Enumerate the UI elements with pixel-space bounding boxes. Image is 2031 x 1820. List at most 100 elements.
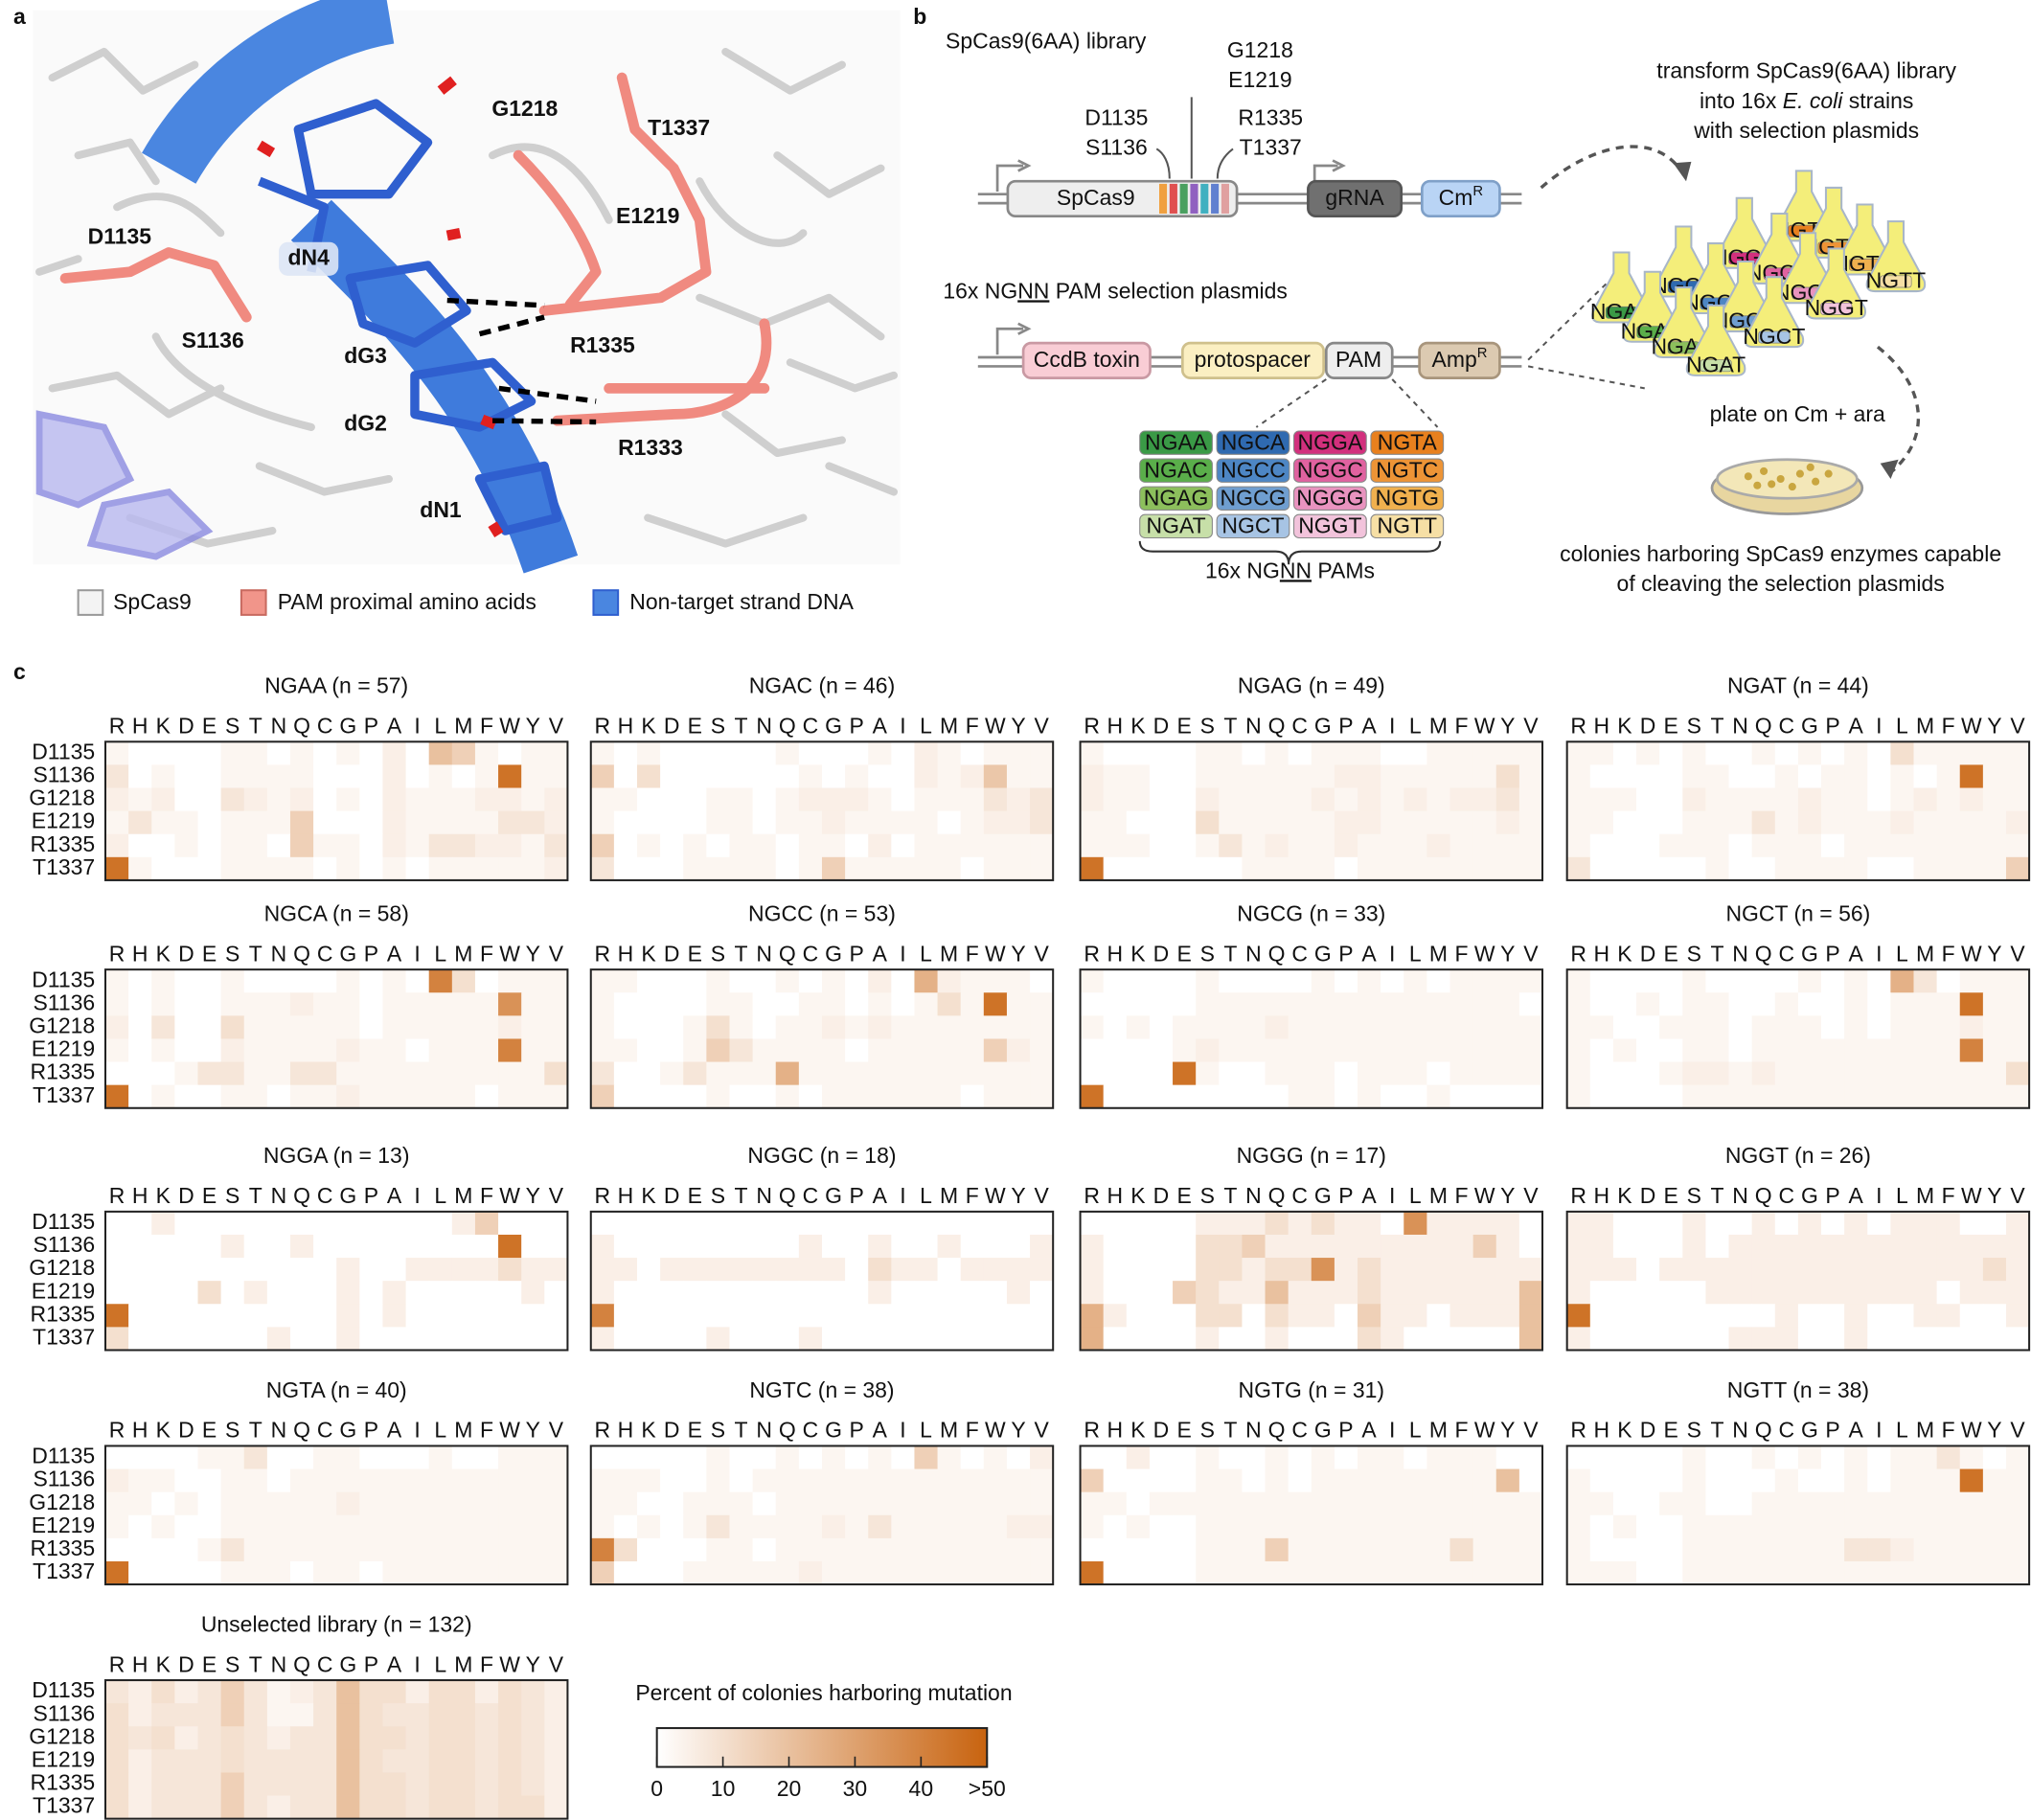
heatmap-cell	[1751, 833, 1776, 858]
heatmap-cell	[937, 764, 962, 788]
plasmids-title-part: PAM selection plasmids	[1049, 278, 1288, 303]
heatmap-cell	[1334, 741, 1358, 765]
heatmap-cell	[1913, 1304, 1938, 1328]
heatmap-cell	[891, 992, 915, 1016]
flask-tag-label: NGAT	[1686, 352, 1746, 376]
column-label: R	[1570, 941, 1586, 966]
heatmap-cell	[845, 1281, 869, 1305]
heatmap-cell	[105, 1703, 129, 1727]
heatmap-cell	[220, 1084, 245, 1109]
heatmap-cell	[1566, 787, 1591, 812]
heatmap-cell	[683, 856, 707, 881]
heatmap-cell	[1472, 764, 1497, 788]
heatmap-cell	[105, 741, 129, 765]
heatmap-cell	[289, 787, 314, 812]
column-label: W	[499, 714, 520, 739]
heatmap-cell	[405, 764, 430, 788]
heatmap-cell	[151, 1327, 175, 1351]
heatmap-cell	[660, 1061, 684, 1086]
column-label: M	[454, 714, 472, 739]
heatmap-cell	[197, 1680, 222, 1704]
heatmap-cell	[1728, 1537, 1753, 1562]
heatmap-cell	[1774, 969, 1799, 993]
heatmap-cell	[983, 969, 1008, 993]
heatmap-cell	[683, 1015, 707, 1039]
heatmap-cell	[637, 969, 661, 993]
heatmap-cell	[428, 764, 453, 788]
column-label: C	[317, 941, 333, 966]
heatmap-cell	[1449, 969, 1474, 993]
plate-text: plate on Cm + ara	[1710, 401, 1885, 426]
heatmap-cell	[1334, 1468, 1358, 1493]
heatmap-cell	[1797, 969, 1822, 993]
heatmap-cell	[382, 1038, 406, 1062]
heatmap-cell	[1288, 1537, 1312, 1562]
heatmap-cell	[1288, 1560, 1312, 1585]
heatmap-cell	[1751, 1560, 1776, 1585]
heatmap-cell	[1705, 1281, 1729, 1305]
heatmap-cell	[359, 1038, 383, 1062]
heatmap-cell	[1844, 810, 1868, 835]
heatmap-cell	[590, 1560, 615, 1585]
heatmap-cell	[151, 1258, 175, 1282]
heatmap-cell	[243, 1084, 268, 1109]
transform-text-part: with selection plasmids	[1693, 118, 1919, 143]
row-label: S1136	[33, 1700, 95, 1725]
row-label: D1135	[32, 1677, 95, 1702]
heatmap-cell	[960, 992, 985, 1016]
heatmap-cell	[1103, 1234, 1128, 1259]
heatmap-cell	[1612, 1084, 1637, 1109]
heatmap-cell	[521, 1061, 545, 1086]
heatmap-cell	[1890, 856, 1914, 881]
column-label: N	[1245, 714, 1262, 739]
column-label: S	[1200, 1183, 1215, 1208]
heatmap-cell	[1659, 969, 1683, 993]
heatmap-cell	[1426, 1084, 1450, 1109]
heatmap-cell	[1080, 1304, 1105, 1328]
heatmap-cell	[1219, 1560, 1243, 1585]
heatmap-cell	[1913, 1514, 1938, 1539]
heatmap-cell	[289, 1327, 314, 1351]
column-label: N	[756, 1418, 772, 1443]
heatmap-cell	[914, 992, 938, 1016]
transform-text: transform SpCas9(6AA) library	[1656, 58, 1956, 83]
heatmap-cell	[752, 1514, 777, 1539]
heatmap-cell	[1589, 1258, 1614, 1282]
heatmap-cell	[1636, 969, 1660, 993]
column-label: E	[688, 1183, 702, 1208]
heatmap-cell	[313, 1680, 337, 1704]
row-label: E1219	[32, 1746, 95, 1771]
heatmap-cell	[1728, 1258, 1753, 1282]
heatmap-cell	[1030, 1560, 1054, 1585]
heatmap-cell	[1959, 1445, 1984, 1469]
heatmap-cell	[1797, 1061, 1822, 1086]
column-label: N	[271, 941, 287, 966]
heatmap-cell	[105, 787, 129, 812]
column-label: L	[1409, 1183, 1422, 1208]
heatmap-cell	[359, 787, 383, 812]
heatmap-cell	[1728, 1015, 1753, 1039]
heatmap-cell	[1149, 787, 1174, 812]
heatmap-cell	[1449, 1560, 1474, 1585]
heatmap-cell	[683, 810, 707, 835]
heatmap-cell	[1636, 1327, 1660, 1351]
heatmap-cell	[544, 741, 568, 765]
heatmap-cell	[2005, 1445, 2030, 1469]
heatmap-cell	[706, 1211, 730, 1236]
heatmap-cell	[220, 833, 245, 858]
heatmap-cell	[1219, 764, 1243, 788]
heatmap-cell	[220, 764, 245, 788]
heatmap-cell	[105, 1258, 129, 1282]
heatmap-cell	[845, 1514, 869, 1539]
column-label: M	[940, 1183, 958, 1208]
heatmap-cell	[1612, 1327, 1637, 1351]
heatmap-cell	[428, 856, 453, 881]
heatmap-cell	[1821, 992, 1845, 1016]
heatmap-cell	[1495, 1491, 1520, 1516]
heatmap-cell	[266, 1772, 291, 1796]
heatmap-cell	[1030, 764, 1054, 788]
heatmap-cell	[1311, 1327, 1335, 1351]
row-label: R1335	[31, 1770, 96, 1795]
heatmap-cell	[521, 1038, 545, 1062]
heatmap-cell	[1705, 764, 1729, 788]
